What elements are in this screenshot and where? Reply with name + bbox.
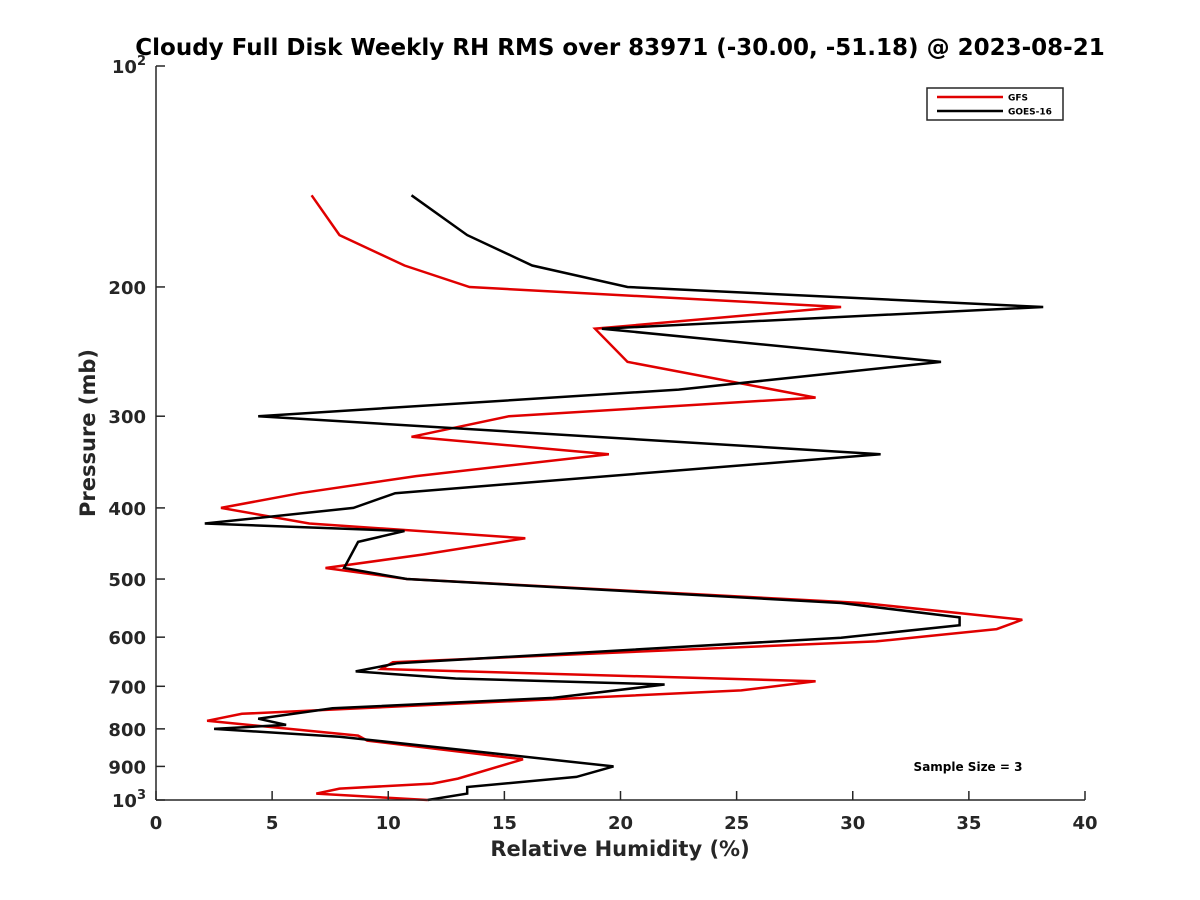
x-tick-label: 0	[150, 813, 163, 834]
y-tick-label-exponent: 3	[137, 788, 146, 803]
x-tick-label: 35	[956, 813, 981, 834]
x-axis-label: Relative Humidity (%)	[490, 837, 749, 861]
y-tick-label: 800	[108, 720, 146, 741]
y-tick-label: 500	[108, 570, 146, 591]
x-tick-label: 15	[492, 813, 517, 834]
x-tick-label: 40	[1072, 813, 1097, 834]
y-tick-label: 300	[108, 407, 146, 428]
x-ticks: 0 5 10 15 20 25 30 35 40	[150, 791, 1098, 834]
y-tick-label: 600	[108, 628, 146, 649]
x-tick-label: 25	[724, 813, 749, 834]
series-line-goes16	[204, 194, 1044, 802]
y-tick-label-base: 10	[112, 57, 137, 78]
y-tick-label: 900	[108, 757, 146, 778]
sample-size-annotation: Sample Size = 3	[914, 760, 1023, 774]
x-tick-label: 10	[376, 813, 401, 834]
chart-title: Cloudy Full Disk Weekly RH RMS over 8397…	[135, 35, 1104, 61]
y-tick-label: 200	[108, 278, 146, 299]
y-tick-label-exponent: 2	[137, 54, 146, 69]
y-tick-label: 400	[108, 499, 146, 520]
legend-box	[926, 87, 1064, 121]
legend: GFS GOES-16	[926, 87, 1064, 121]
y-tick-label: 103	[112, 788, 146, 812]
legend-label-goes16: GOES-16	[1008, 108, 1052, 118]
y-tick-label: 102	[112, 54, 146, 78]
y-axis-label: Pressure (mb)	[76, 349, 100, 517]
y-tick-label: 700	[108, 677, 146, 698]
series-layer	[204, 194, 1044, 802]
y-tick-label-base: 10	[112, 791, 137, 812]
legend-label-gfs: GFS	[1008, 94, 1028, 104]
x-tick-label: 30	[840, 813, 865, 834]
x-tick-label: 20	[608, 813, 633, 834]
x-tick-label: 5	[266, 813, 279, 834]
